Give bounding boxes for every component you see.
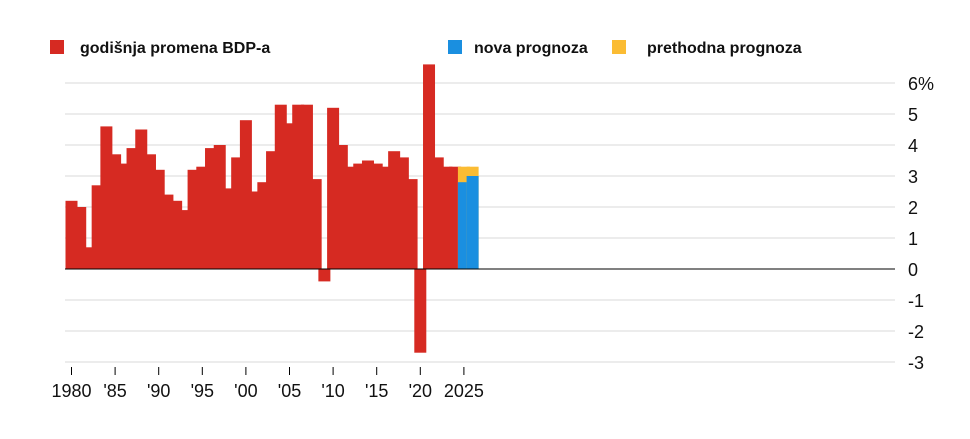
bars (65, 64, 479, 353)
x-tick-label: '10 (321, 381, 344, 401)
x-tick-label: '00 (234, 381, 257, 401)
legend-item-gdp: godišnja promena BDP-a (50, 40, 270, 57)
y-tick-label: 2 (908, 198, 918, 218)
x-tick-label: '95 (191, 381, 214, 401)
legend-label-gdp: godišnja promena BDP-a (80, 40, 270, 57)
legend-item-previous-forecast: prethodna prognoza (612, 40, 802, 57)
legend-label-new-forecast: nova prognoza (474, 40, 588, 57)
x-tick-label: '05 (278, 381, 301, 401)
x-tick-label: 1980 (51, 381, 91, 401)
x-tick-label: '15 (365, 381, 388, 401)
y-tick-label: 0 (908, 260, 918, 280)
y-tick-label: 4 (908, 136, 918, 156)
x-tick-label: '85 (103, 381, 126, 401)
y-tick-label: 6% (908, 74, 934, 94)
x-tick-label: '20 (409, 381, 432, 401)
y-tick-label: 1 (908, 229, 918, 249)
y-tick-label: -2 (908, 322, 924, 342)
y-tick-label: -1 (908, 291, 924, 311)
legend-swatch-previous-forecast (612, 40, 626, 54)
y-tick-label: 5 (908, 105, 918, 125)
bar-gdp-2009 (318, 269, 331, 282)
x-tick-label: '90 (147, 381, 170, 401)
legend-swatch-gdp (50, 40, 64, 54)
bar-new-forecast-2026 (466, 176, 479, 269)
bar-gdp-2020 (414, 269, 427, 353)
legend-label-previous-forecast: prethodna prognoza (647, 40, 802, 57)
x-tick-label: 2025 (444, 381, 484, 401)
y-tick-label: -3 (908, 353, 924, 373)
bar-gdp-2008 (309, 179, 322, 269)
x-axis-ticks: 1980 '85 '90 '95 '00 '05 '10 '15 '20 2025 (51, 367, 484, 401)
y-axis-ticks: 6% 5 4 3 2 1 0 -1 -2 -3 (908, 74, 934, 373)
legend-swatch-new-forecast (448, 40, 462, 54)
y-tick-label: 3 (908, 167, 918, 187)
legend: godišnja promena BDP-a nova prognoza pre… (50, 40, 802, 57)
bar-gdp-2019 (405, 179, 418, 269)
legend-item-new-forecast: nova prognoza (448, 40, 588, 57)
